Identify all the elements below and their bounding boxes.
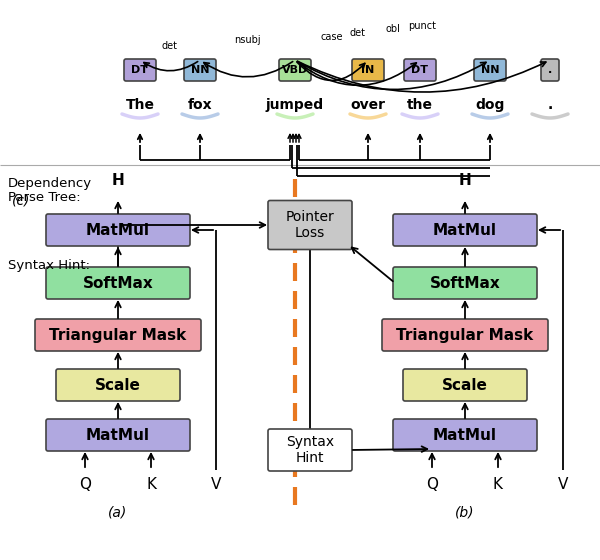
FancyBboxPatch shape	[268, 429, 352, 471]
Text: dog: dog	[475, 98, 505, 112]
Text: Triangular Mask: Triangular Mask	[397, 328, 533, 343]
Text: Syntax
Hint: Syntax Hint	[286, 435, 334, 465]
FancyBboxPatch shape	[352, 59, 384, 81]
Text: Scale: Scale	[95, 377, 141, 393]
Text: det: det	[349, 27, 365, 38]
FancyBboxPatch shape	[56, 369, 180, 401]
Text: MatMul: MatMul	[86, 427, 150, 442]
Text: DT: DT	[412, 65, 428, 75]
Text: .: .	[547, 98, 553, 112]
Text: Parse Tree:: Parse Tree:	[8, 190, 80, 203]
FancyBboxPatch shape	[124, 59, 156, 81]
Text: over: over	[350, 98, 386, 112]
FancyBboxPatch shape	[46, 214, 190, 246]
Text: H: H	[458, 173, 472, 188]
Text: MatMul: MatMul	[86, 222, 150, 237]
FancyBboxPatch shape	[268, 200, 352, 250]
Text: V: V	[558, 477, 568, 492]
FancyBboxPatch shape	[382, 319, 548, 351]
Text: SoftMax: SoftMax	[83, 276, 154, 291]
Text: fox: fox	[188, 98, 212, 112]
Text: jumped: jumped	[266, 98, 324, 112]
FancyBboxPatch shape	[541, 59, 559, 81]
Text: MatMul: MatMul	[433, 427, 497, 442]
Text: Q: Q	[79, 477, 91, 492]
FancyBboxPatch shape	[393, 419, 537, 451]
Text: NN: NN	[481, 65, 499, 75]
Text: Triangular Mask: Triangular Mask	[49, 328, 187, 343]
FancyBboxPatch shape	[46, 267, 190, 299]
FancyBboxPatch shape	[474, 59, 506, 81]
Text: the: the	[407, 98, 433, 112]
Text: punct: punct	[409, 21, 437, 31]
Text: Syntax Hint:: Syntax Hint:	[8, 259, 90, 272]
Text: V: V	[211, 477, 221, 492]
FancyBboxPatch shape	[393, 267, 537, 299]
FancyBboxPatch shape	[404, 59, 436, 81]
Text: K: K	[146, 477, 156, 492]
Text: NN: NN	[191, 65, 209, 75]
Text: (c): (c)	[12, 193, 31, 207]
FancyBboxPatch shape	[279, 59, 311, 81]
Text: MatMul: MatMul	[433, 222, 497, 237]
FancyBboxPatch shape	[393, 214, 537, 246]
Text: DT: DT	[131, 65, 149, 75]
FancyBboxPatch shape	[35, 319, 201, 351]
FancyBboxPatch shape	[46, 419, 190, 451]
FancyBboxPatch shape	[184, 59, 216, 81]
Text: SoftMax: SoftMax	[430, 276, 500, 291]
Text: case: case	[320, 32, 343, 42]
Text: Dependency: Dependency	[8, 176, 92, 189]
Text: (b): (b)	[455, 505, 475, 519]
Text: det: det	[162, 40, 178, 50]
Text: nsubj: nsubj	[234, 35, 261, 45]
Text: H: H	[112, 173, 124, 188]
Text: Scale: Scale	[442, 377, 488, 393]
Text: .: .	[548, 65, 552, 75]
Text: (a): (a)	[109, 505, 128, 519]
Text: K: K	[493, 477, 503, 492]
Text: IN: IN	[361, 65, 374, 75]
Text: Pointer
Loss: Pointer Loss	[286, 210, 334, 240]
FancyBboxPatch shape	[403, 369, 527, 401]
Text: VBD: VBD	[282, 65, 308, 75]
Text: obl: obl	[385, 24, 400, 34]
Text: The: The	[125, 98, 155, 112]
Text: Q: Q	[426, 477, 438, 492]
